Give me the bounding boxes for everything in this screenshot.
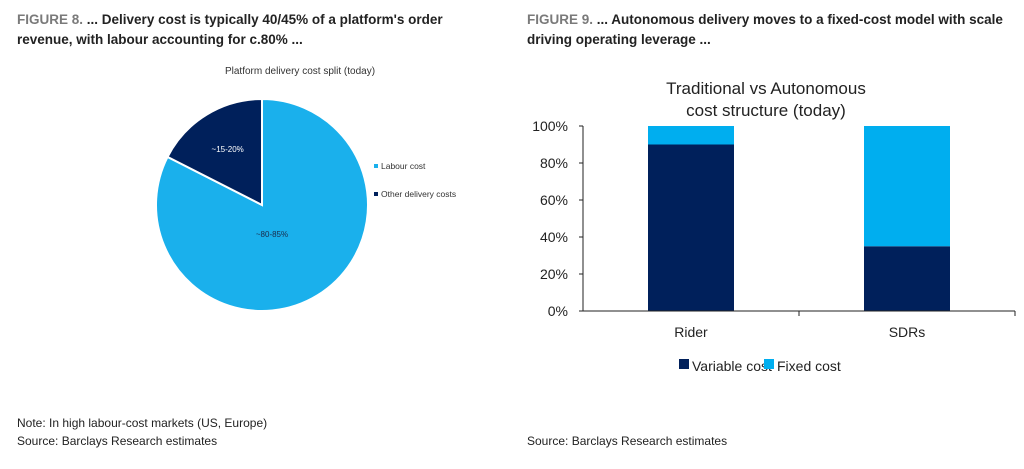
legend-label-1: Fixed cost [777, 358, 841, 374]
y-tick-label: 100% [532, 118, 568, 134]
y-tick-label: 80% [540, 155, 568, 171]
bar-chart: 0% 20% 40% 60% 80% 100% Rider SDRs Variable cost… [532, 118, 1016, 374]
figure9-title-text: ... Autonomous delivery moves to a fixed… [527, 12, 1003, 47]
pie-title: Platform delivery cost split (today) [225, 66, 375, 77]
legend-swatch-0 [679, 359, 689, 369]
bar-title-line2: cost structure (today) [686, 101, 846, 120]
bar-sdrs-fixed-cost [864, 126, 950, 247]
pie-slice-1 [166, 97, 263, 207]
y-tick-label: 0% [548, 303, 568, 319]
y-tick-label: 60% [540, 192, 568, 208]
pie-chart: ~80-85% ~15-20% [155, 97, 369, 312]
bar-title-line1: Traditional vs Autonomous [666, 79, 866, 98]
bar-rider-fixed-cost [648, 126, 734, 145]
pie-legend-swatch-0 [374, 164, 378, 168]
figure9-source: Source: Barclays Research estimates [527, 434, 728, 448]
figure8-source: Source: Barclays Research estimates [17, 434, 218, 448]
x-tick-label: Rider [674, 324, 708, 340]
y-tick-label: 20% [540, 266, 568, 282]
pie-legend-label-1: Other delivery costs [381, 189, 456, 199]
pie-legend: Labour cost Other delivery costs [374, 161, 456, 199]
pie-data-label-0: ~80-85% [256, 230, 288, 239]
legend-swatch-1 [764, 359, 774, 369]
pie-legend-swatch-1 [374, 192, 378, 196]
pie-legend-label-0: Labour cost [381, 161, 426, 171]
figure8-number: FIGURE 8. [17, 12, 84, 27]
bar-rider-variable-cost [648, 144, 734, 311]
pie-slice-0 [155, 97, 369, 312]
pie-data-label-1: ~15-20% [212, 145, 244, 154]
figure9-title: FIGURE 9. ... Autonomous delivery moves … [527, 10, 1017, 50]
bar-sdrs-variable-cost [864, 246, 950, 311]
legend-label-0: Variable cost [692, 358, 772, 374]
y-tick-label: 40% [540, 229, 568, 245]
figure8-title: FIGURE 8. ... Delivery cost is typically… [17, 10, 487, 50]
figure8-title-text: ... Delivery cost is typically 40/45% of… [17, 12, 443, 47]
figure8-note: Note: In high labour-cost markets (US, E… [17, 416, 268, 430]
figure9-number: FIGURE 9. [527, 12, 594, 27]
x-tick-label: SDRs [889, 324, 926, 340]
